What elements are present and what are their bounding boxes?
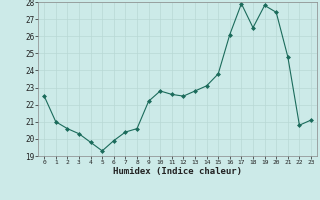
X-axis label: Humidex (Indice chaleur): Humidex (Indice chaleur) <box>113 167 242 176</box>
